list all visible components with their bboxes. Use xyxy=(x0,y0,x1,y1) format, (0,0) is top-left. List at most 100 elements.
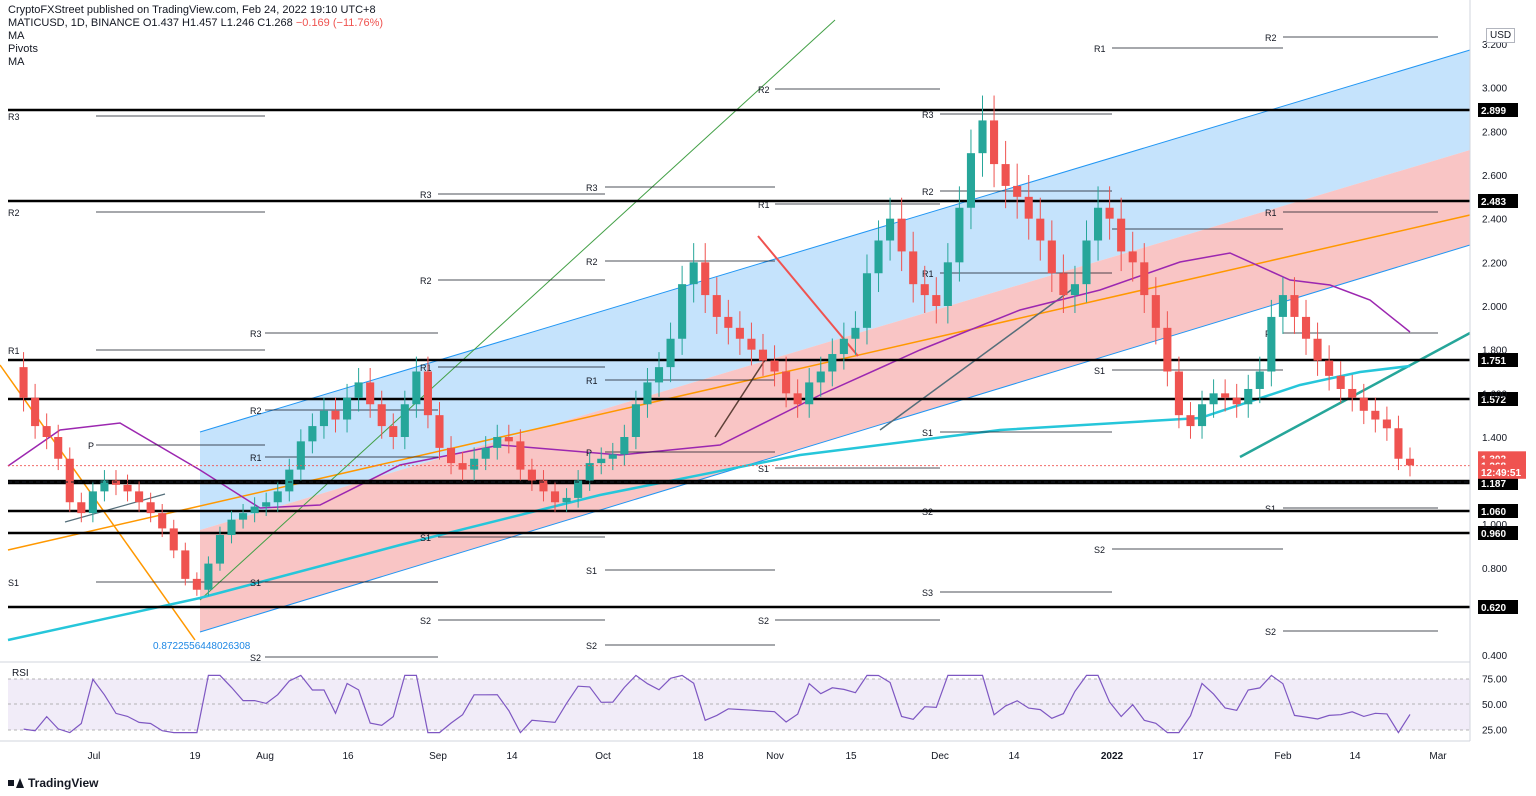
pivot-label-12: R1 xyxy=(420,363,432,373)
rsi-band xyxy=(8,679,1470,730)
candle-body-29 xyxy=(343,397,352,420)
candle-body-99 xyxy=(1151,295,1160,328)
y-tick-2: 2.800 xyxy=(1482,127,1507,138)
candle-body-35 xyxy=(412,371,421,405)
price-tag-2 xyxy=(1478,464,1526,479)
candle-body-49 xyxy=(574,480,583,498)
candle-body-110 xyxy=(1278,295,1287,317)
candle-body-43 xyxy=(504,437,513,442)
x-tick-10: Dec xyxy=(931,751,949,762)
candle-body-33 xyxy=(389,426,398,437)
pivot-label-23: S1 xyxy=(758,464,769,474)
candle-body-116 xyxy=(1348,388,1357,398)
candle-body-63 xyxy=(735,327,744,339)
teal-extension xyxy=(1310,333,1470,380)
x-tick-15: 14 xyxy=(1349,751,1361,762)
candle-body-16 xyxy=(192,578,201,590)
x-tick-3: 16 xyxy=(342,751,354,762)
indicator-ma-2[interactable]: MA xyxy=(8,56,25,68)
candle-body-36 xyxy=(423,371,432,416)
candle-body-108 xyxy=(1255,371,1264,389)
candle-body-85 xyxy=(990,120,999,165)
level-tag-3 xyxy=(1478,392,1518,406)
candle-body-121 xyxy=(1405,458,1415,466)
indicator-ma-1[interactable]: MA xyxy=(8,30,25,42)
indicator-pivots[interactable]: Pivots xyxy=(8,43,38,55)
orange-uptrend-line xyxy=(7,214,1471,551)
pivot-label-35: R2 xyxy=(1265,33,1277,43)
candle-body-59 xyxy=(689,262,698,285)
candle-body-100 xyxy=(1163,327,1172,372)
candle-body-76 xyxy=(886,218,895,241)
tradingview-logo[interactable]: TradingView xyxy=(8,776,98,790)
x-tick-1: 19 xyxy=(189,751,201,762)
pivot-label-24: S2 xyxy=(758,616,769,626)
currency-button[interactable]: USD xyxy=(1486,28,1516,43)
candle-body-55 xyxy=(643,382,652,405)
candle-body-69 xyxy=(805,382,814,405)
candle-body-41 xyxy=(481,447,490,459)
candle-body-46 xyxy=(539,480,548,492)
candle-body-75 xyxy=(874,240,883,274)
ohlc-open: O1.437 xyxy=(142,17,179,29)
candle-body-74 xyxy=(862,273,872,328)
candle-body-24 xyxy=(285,469,294,492)
candle-body-20 xyxy=(239,513,248,520)
pivot-label-31: R1 xyxy=(1094,44,1106,54)
ohlc-high: H1.457 xyxy=(182,17,218,29)
candle-body-34 xyxy=(400,404,409,437)
level-tag-7 xyxy=(1478,526,1518,540)
ohlc-low: L1.246 xyxy=(220,17,255,29)
pivot-label-14: S2 xyxy=(420,616,431,626)
x-tick-2: Aug xyxy=(256,751,274,762)
candle-body-107 xyxy=(1244,388,1253,405)
pivot-label-21: R2 xyxy=(758,85,770,95)
x-tick-6: Oct xyxy=(595,751,611,762)
pivot-label-13: S1 xyxy=(420,533,431,543)
candle-body-104 xyxy=(1209,393,1218,405)
candle-body-87 xyxy=(1013,185,1022,197)
x-tick-11: 14 xyxy=(1008,751,1020,762)
candle-body-6 xyxy=(77,502,86,514)
candle-body-70 xyxy=(816,371,825,383)
x-tick-8: Nov xyxy=(766,751,784,762)
candle-body-66 xyxy=(770,360,779,372)
candle-body-64 xyxy=(747,338,756,350)
ma-200-line xyxy=(7,364,1411,642)
candle-body-79 xyxy=(920,284,929,296)
pivot-label-11: R2 xyxy=(420,276,432,286)
candle-body-113 xyxy=(1313,338,1322,361)
ma-50-line xyxy=(7,252,1411,509)
pivot-label-1: R2 xyxy=(8,208,20,218)
candle-body-119 xyxy=(1382,419,1391,429)
pivot-label-30: S3 xyxy=(922,588,933,598)
candle-body-118 xyxy=(1371,410,1380,420)
candle-body-105 xyxy=(1221,393,1230,398)
candle-body-52 xyxy=(608,454,617,459)
candle-body-21 xyxy=(250,506,259,514)
upper-channel-zone xyxy=(200,50,1470,530)
pivot-label-10: R3 xyxy=(420,190,432,200)
candle-body-30 xyxy=(354,382,363,398)
pivot-label-9: S2 xyxy=(250,653,261,663)
level-tag-5 xyxy=(1478,476,1518,490)
candle-body-115 xyxy=(1336,375,1345,389)
fib-level-label: 0.87225564480263​08 xyxy=(153,641,251,652)
pivot-label-5: R3 xyxy=(250,329,262,339)
candle-body-98 xyxy=(1140,262,1149,296)
candle-body-92 xyxy=(1070,284,1079,296)
x-tick-9: 15 xyxy=(845,751,857,762)
y-tick-5: 2.200 xyxy=(1482,258,1507,269)
candle-body-23 xyxy=(273,491,282,503)
candle-body-28 xyxy=(331,410,340,420)
candle-body-45 xyxy=(527,469,536,481)
y-tick-8: 1.600 xyxy=(1482,389,1507,400)
candle-body-77 xyxy=(897,218,906,252)
orange-downtrend-line xyxy=(0,364,196,641)
candle-body-13 xyxy=(158,513,167,529)
y-tick-7: 1.800 xyxy=(1482,346,1507,357)
x-tick-14: Feb xyxy=(1274,751,1292,762)
candle-body-44 xyxy=(516,441,525,470)
candle-body-22 xyxy=(262,502,271,507)
